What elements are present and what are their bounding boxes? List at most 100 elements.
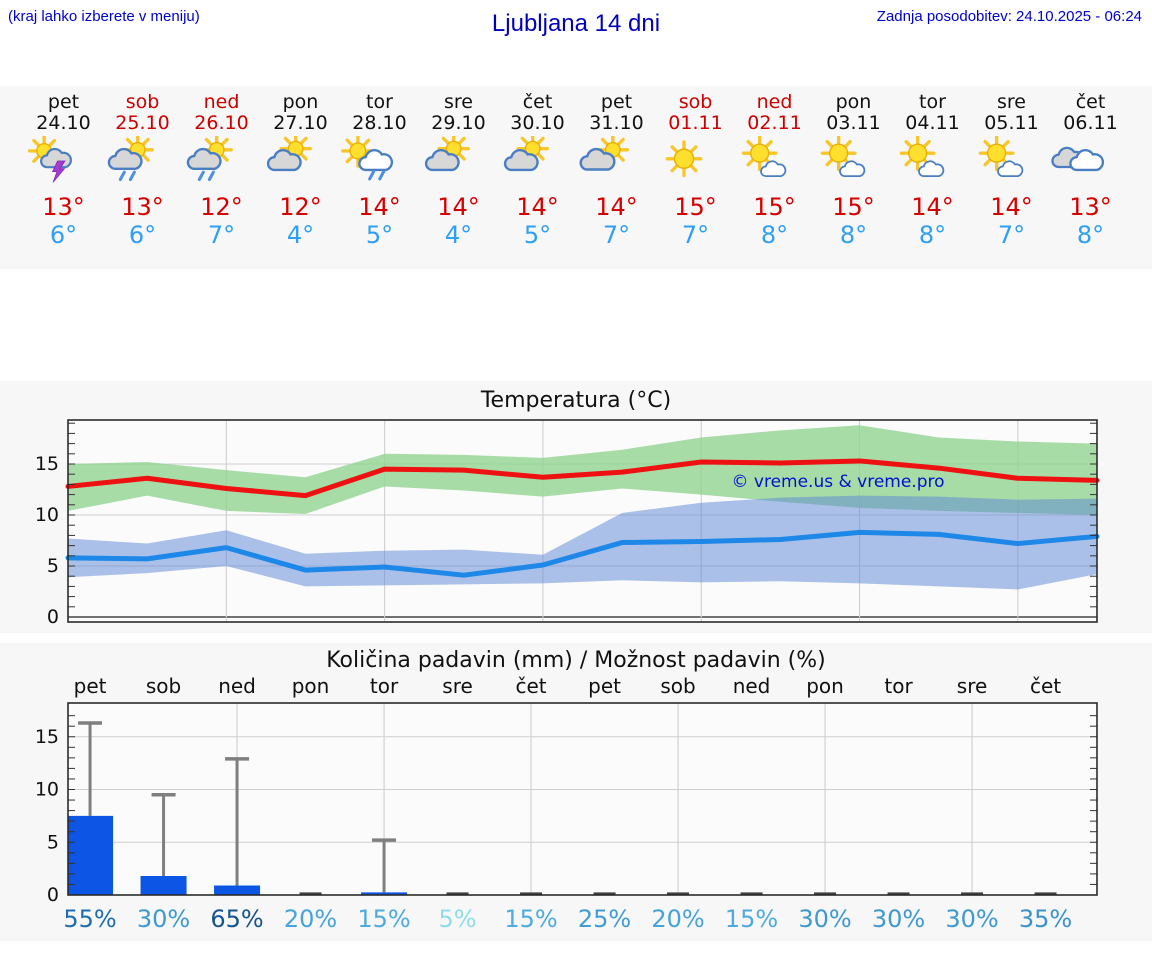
day-high-temp: 12° bbox=[279, 193, 322, 221]
day-date: 29.10 bbox=[431, 112, 486, 134]
day-date: 06.11 bbox=[1063, 112, 1118, 134]
precip-y-tick: 5 bbox=[47, 831, 59, 853]
precip-day-label: pon bbox=[806, 675, 844, 698]
precip-day-label: pet bbox=[588, 675, 621, 698]
precip-probability-label: 30% bbox=[872, 905, 925, 933]
precip-day-label: ned bbox=[218, 675, 256, 698]
day-column: pet 24.10 13° 6° bbox=[24, 92, 103, 269]
last-update-timestamp: Zadnja posodobitev: 24.10.2025 - 06:24 bbox=[876, 8, 1142, 25]
day-high-temp: 13° bbox=[42, 193, 85, 221]
precip-trace-mark bbox=[887, 892, 910, 895]
day-low-temp: 5° bbox=[365, 221, 394, 249]
sun-cloud-lightning-icon bbox=[24, 136, 103, 188]
precip-probability-label: 25% bbox=[578, 905, 631, 933]
precip-day-label: pet bbox=[74, 675, 107, 698]
clouds-icon bbox=[1051, 136, 1130, 188]
precip-probability-label: 15% bbox=[725, 905, 778, 933]
razpon visoke bbox=[68, 425, 1097, 515]
day-date: 31.10 bbox=[589, 112, 644, 134]
precip-probability-label: 30% bbox=[945, 905, 998, 933]
page-header: (kraj lahko izberete v meniju) Ljubljana… bbox=[0, 0, 1152, 86]
day-date: 28.10 bbox=[352, 112, 407, 134]
day-name: pon bbox=[282, 91, 319, 113]
sun-cloud-icon bbox=[419, 136, 498, 188]
day-low-temp: 7° bbox=[602, 221, 631, 249]
day-column: tor 04.11 14° 8° bbox=[893, 92, 972, 269]
day-low-temp: 8° bbox=[839, 221, 868, 249]
day-column: čet 30.10 14° 5° bbox=[498, 92, 577, 269]
sun-smallcloud-icon bbox=[735, 136, 814, 188]
razpon nizke bbox=[68, 495, 1097, 590]
day-name: pon bbox=[835, 91, 872, 113]
sun-cloud-icon bbox=[498, 136, 577, 188]
day-name: tor bbox=[366, 91, 393, 113]
precip-trace-mark bbox=[740, 892, 763, 895]
precipitation-plot: pet sob ned pon tor sre čet pet sob ned pon tor sre č… bbox=[35, 675, 1098, 933]
precip-day-label: sob bbox=[146, 675, 181, 698]
day-date: 02.11 bbox=[747, 112, 802, 134]
day-column: ned 26.10 12° 7° bbox=[182, 92, 261, 269]
sun-smallcloud-icon bbox=[972, 136, 1051, 188]
day-name: sob bbox=[678, 91, 713, 113]
day-high-temp: 13° bbox=[121, 193, 164, 221]
day-low-temp: 7° bbox=[207, 221, 236, 249]
day-column: ned 02.11 15° 8° bbox=[735, 92, 814, 269]
precip-probability-label: 20% bbox=[651, 905, 704, 933]
precip-probability-label: 20% bbox=[284, 905, 337, 933]
sun-smallcloud-icon bbox=[893, 136, 972, 188]
temp-y-tick: 10 bbox=[35, 504, 59, 526]
sun-cloud-rain-icon bbox=[182, 136, 261, 188]
day-low-temp: 5° bbox=[523, 221, 552, 249]
day-low-temp: 8° bbox=[1076, 221, 1105, 249]
precip-trace-mark bbox=[961, 892, 984, 895]
precip-trace-mark bbox=[446, 892, 469, 895]
day-name: sob bbox=[125, 91, 160, 113]
precip-day-label: sob bbox=[660, 675, 695, 698]
day-name: pet bbox=[600, 91, 633, 113]
precip-probability-label: 15% bbox=[357, 905, 410, 933]
day-high-temp: 14° bbox=[990, 193, 1033, 221]
precipitation-chart-title: Količina padavin (mm) / Možnost padavin … bbox=[326, 648, 826, 673]
day-name: ned bbox=[203, 91, 240, 113]
day-name: sre bbox=[997, 91, 1026, 113]
temp-y-tick: 15 bbox=[35, 453, 59, 475]
day-column: sre 05.11 14° 7° bbox=[972, 92, 1051, 269]
day-column: pon 03.11 15° 8° bbox=[814, 92, 893, 269]
sun-whitecloud-rain-icon bbox=[340, 136, 419, 188]
day-column: pet 31.10 14° 7° bbox=[577, 92, 656, 269]
precip-probability-label: 30% bbox=[798, 905, 851, 933]
day-low-temp: 7° bbox=[997, 221, 1026, 249]
day-name: ned bbox=[756, 91, 793, 113]
precip-bar bbox=[68, 815, 114, 895]
day-name: pet bbox=[47, 91, 80, 113]
forecast-strip: pet 24.10 13° 6° sob 25.10 13° 6° ned 26.10 12°… bbox=[0, 86, 1152, 269]
day-low-temp: 6° bbox=[128, 221, 157, 249]
precip-trace-mark bbox=[1034, 892, 1057, 895]
day-column: sob 25.10 13° 6° bbox=[103, 92, 182, 269]
sun-smallcloud-icon bbox=[814, 136, 893, 188]
page-title: Ljubljana 14 dni bbox=[491, 10, 661, 37]
watermark-link[interactable]: © vreme.us & vreme.pro bbox=[731, 472, 944, 492]
precip-day-label: ned bbox=[733, 675, 771, 698]
day-date: 24.10 bbox=[36, 112, 91, 134]
day-low-temp: 4° bbox=[444, 221, 473, 249]
day-high-temp: 15° bbox=[832, 193, 875, 221]
day-low-temp: 8° bbox=[918, 221, 947, 249]
sun-cloud-icon bbox=[261, 136, 340, 188]
temp-y-tick: 0 bbox=[47, 606, 59, 628]
precip-day-label: sre bbox=[442, 675, 473, 698]
precip-trace-mark bbox=[520, 892, 543, 895]
precip-bar bbox=[361, 892, 408, 895]
day-date: 04.11 bbox=[905, 112, 960, 134]
day-high-temp: 14° bbox=[911, 193, 954, 221]
day-low-temp: 6° bbox=[49, 221, 78, 249]
precip-trace-mark bbox=[814, 892, 837, 895]
day-high-temp: 15° bbox=[753, 193, 796, 221]
day-name: čet bbox=[1075, 91, 1106, 113]
cloud-sun-icon bbox=[577, 136, 656, 188]
temperature-chart: 0 5 10 15 © vreme.us & vreme.pro bbox=[0, 415, 1152, 629]
precip-day-label: čet bbox=[515, 675, 546, 698]
nizka temperatura bbox=[65, 529, 1100, 578]
visoka temperatura bbox=[65, 458, 1100, 499]
location-hint: (kraj lahko izberete v meniju) bbox=[8, 8, 200, 25]
